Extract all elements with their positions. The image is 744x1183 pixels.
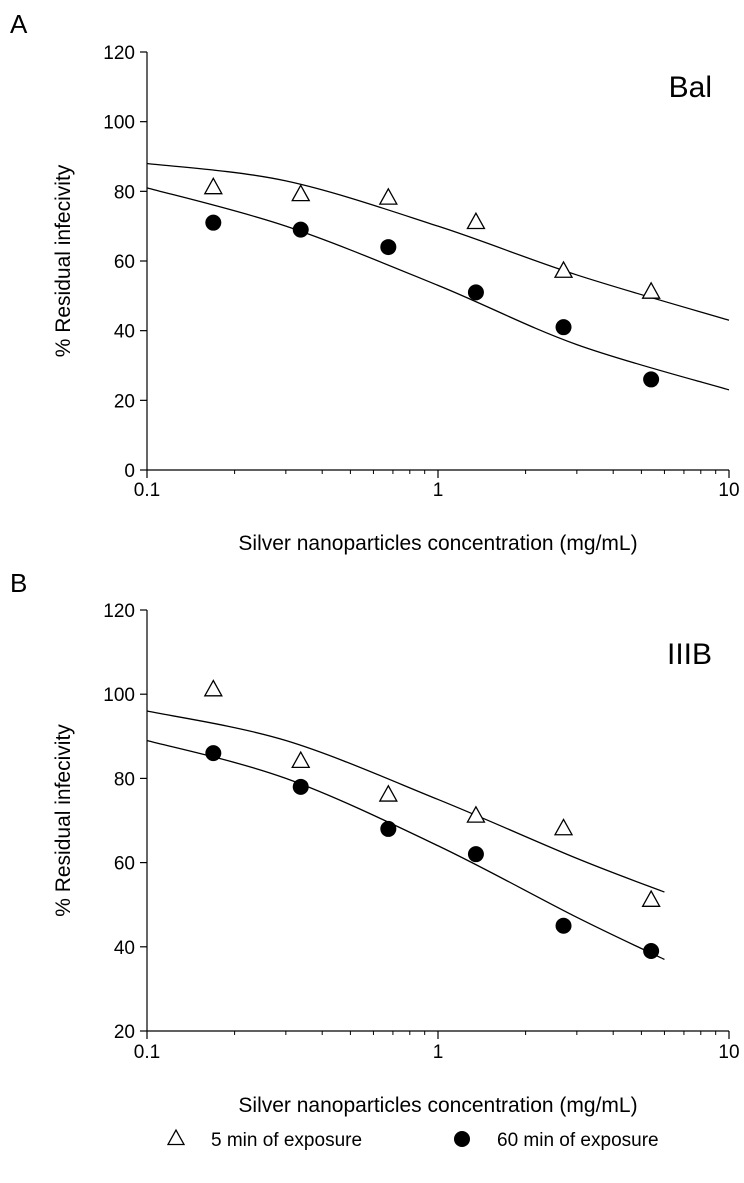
data-point-5min: [553, 818, 574, 836]
strain-label: Bal: [669, 71, 712, 104]
y-axis-title: % Residual infecivity: [52, 164, 75, 357]
data-point-5min: [641, 281, 661, 299]
y-tick-label: 120: [103, 43, 135, 64]
x-axis-title: Silver nanoparticles concentration (mg/m…: [238, 532, 637, 555]
data-point-60min: [380, 239, 397, 256]
data-point-60min: [643, 371, 660, 388]
x-tick-label: 1: [433, 480, 444, 501]
y-tick-label: 60: [114, 854, 135, 875]
legend-circle-icon: [454, 1131, 470, 1147]
data-point-60min: [205, 745, 222, 762]
panel-b: B 20 40 60 80 100 120 0.1 1 10 Silver nanoparticle…: [10, 568, 740, 1117]
data-point-5min: [466, 211, 486, 230]
x-tick-label: 10: [718, 1042, 739, 1063]
fit-curve-60min: [146, 187, 730, 391]
legend-label: 60 min of exposure: [497, 1130, 659, 1151]
y-axis-title: % Residual infecivity: [52, 724, 75, 917]
y-tick-label: 60: [114, 252, 135, 273]
x-tick-label: 0.1: [134, 1042, 160, 1063]
data-point-5min: [291, 750, 311, 769]
data-point-5min: [291, 183, 311, 202]
data-point-60min: [205, 214, 222, 231]
data-point-5min: [203, 679, 223, 697]
x-tick-label: 0.1: [134, 480, 160, 501]
y-tick-label: 20: [114, 391, 135, 412]
legend-triangle-icon: [166, 1128, 186, 1146]
y-tick-label: 0: [124, 461, 135, 482]
data-point-5min: [641, 889, 661, 907]
x-axis-title: Silver nanoparticles concentration (mg/m…: [238, 1094, 637, 1117]
data-point-60min: [467, 284, 484, 301]
data-point-5min: [553, 260, 574, 278]
data-point-60min: [292, 778, 309, 795]
y-tick-label: 20: [114, 1022, 135, 1043]
data-point-60min: [555, 319, 572, 336]
y-tick-label: 40: [114, 938, 135, 959]
legend-label: 5 min of exposure: [211, 1130, 362, 1151]
x-tick-label: 1: [433, 1042, 444, 1063]
fit-curve-5min: [146, 162, 730, 321]
data-point-60min: [555, 917, 572, 934]
legend: 5 min of exposure 60 min of exposure: [166, 1128, 659, 1151]
data-point-5min: [378, 784, 398, 802]
y-tick-label: 120: [103, 601, 135, 622]
strain-label: IIIB: [667, 638, 712, 671]
panel-letter: B: [10, 568, 27, 598]
y-tick-label: 80: [114, 182, 135, 203]
panel-a: A 0 20 40 60 80 100 120 0.1 1 10 Silver nanoparticl…: [10, 9, 740, 555]
data-point-60min: [380, 820, 397, 837]
x-tick-label: 10: [718, 480, 739, 501]
y-tick-label: 100: [103, 113, 135, 134]
y-tick-label: 100: [103, 685, 135, 706]
fit-curve-5min: [146, 710, 665, 893]
data-point-5min: [466, 805, 486, 823]
data-point-5min: [378, 187, 398, 205]
data-point-5min: [203, 177, 223, 195]
y-tick-label: 40: [114, 322, 135, 343]
data-point-60min: [292, 221, 309, 238]
data-point-60min: [467, 846, 484, 863]
y-tick-label: 80: [114, 769, 135, 790]
fit-curve-60min: [146, 739, 665, 961]
panel-letter: A: [10, 9, 28, 39]
data-point-60min: [643, 943, 660, 960]
